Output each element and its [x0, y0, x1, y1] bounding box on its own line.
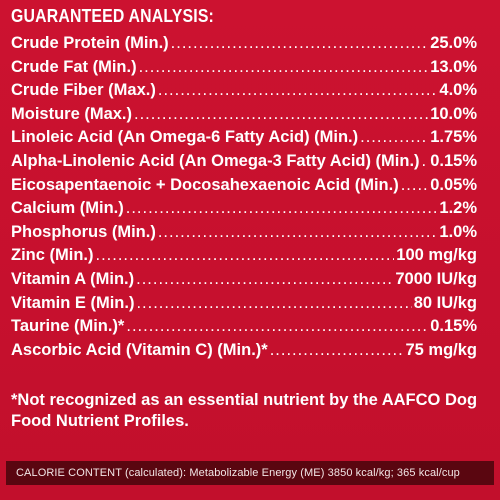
nutrient-label: Vitamin E (Min.) — [11, 293, 135, 312]
leader-dots — [126, 199, 438, 218]
analysis-row: Taurine (Min.)* 0.15% — [11, 317, 477, 341]
nutrient-value: 25.0% — [430, 34, 477, 52]
analysis-row: Vitamin E (Min.) 80 IU/kg — [11, 294, 477, 318]
nutrient-value: 80 IU/kg — [413, 293, 477, 312]
nutrient-label: Ascorbic Acid (Vitamin C) (Min.)* — [11, 340, 268, 359]
nutrient-label: Linoleic Acid (An Omega-6 Fatty Acid) (M… — [11, 128, 359, 147]
leader-dots — [136, 270, 393, 289]
analysis-row: Zinc (Min.) 100 mg/kg — [11, 246, 477, 270]
leader-dots — [401, 176, 429, 195]
calorie-content-text: CALORIE CONTENT (calculated): Metaboliza… — [16, 467, 460, 479]
leader-dots — [422, 152, 429, 171]
leader-dots — [136, 294, 411, 313]
nutrient-label: Crude Fat (Min.) — [11, 57, 137, 76]
nutrient-label: Eicosapentaenoic + Docosahexaenoic Acid … — [11, 175, 399, 194]
leader-dots — [134, 105, 428, 124]
leader-dots — [158, 223, 438, 242]
nutrient-value: 0.15% — [430, 317, 477, 336]
panel-title: GUARANTEED ANALYSIS: — [11, 6, 215, 26]
analysis-row: Vitamin A (Min.) 7000 IU/kg — [11, 270, 477, 294]
leader-dots — [360, 128, 428, 147]
nutrient-label: Crude Fiber (Max.) — [11, 81, 156, 100]
nutrient-value: 4.0% — [439, 81, 477, 100]
nutrient-label: Vitamin A (Min.) — [11, 269, 135, 288]
nutrient-value: 10.0% — [430, 104, 477, 123]
nutrient-value: 1.0% — [439, 222, 477, 241]
nutrient-label: Taurine (Min.)* — [11, 317, 125, 336]
calorie-content-bar: CALORIE CONTENT (calculated): Metaboliza… — [6, 461, 494, 485]
leader-dots — [126, 317, 428, 336]
analysis-row: Eicosapentaenoic + Docosahexaenoic Acid … — [11, 176, 477, 200]
analysis-row: Moisture (Max.) 10.0% — [11, 105, 477, 129]
analysis-row: Crude Fiber (Max.) 4.0% — [11, 81, 477, 105]
nutrient-value: 7000 IU/kg — [395, 269, 477, 288]
nutrient-value: 100 mg/kg — [396, 246, 477, 265]
analysis-row: Crude Fat (Min.) 13.0% — [11, 58, 477, 82]
leader-dots — [95, 246, 394, 265]
nutrient-label: Moisture (Max.) — [11, 104, 133, 123]
nutrient-value: 0.15% — [430, 151, 477, 170]
nutrient-label: Phosphorus (Min.) — [11, 222, 156, 241]
analysis-row: Phosphorus (Min.) 1.0% — [11, 223, 477, 247]
nutrient-label: Zinc (Min.) — [11, 246, 94, 265]
nutrient-value: 1.75% — [430, 128, 477, 147]
nutrient-value: 1.2% — [439, 199, 477, 218]
nutrient-label: Crude Protein (Min.) — [11, 34, 169, 52]
analysis-row: Linoleic Acid (An Omega-6 Fatty Acid) (M… — [11, 128, 477, 152]
leader-dots — [171, 34, 429, 53]
aafco-footnote: *Not recognized as an essential nutrient… — [11, 391, 478, 430]
analysis-row: Crude Protein (Min.) 25.0% — [11, 34, 477, 58]
nutrient-value: 13.0% — [430, 57, 477, 76]
analysis-table: Crude Protein (Min.) 25.0% Crude Fat (Mi… — [11, 34, 477, 364]
leader-dots — [270, 341, 404, 360]
nutrient-label: Calcium (Min.) — [11, 199, 124, 218]
analysis-row: Calcium (Min.) 1.2% — [11, 199, 477, 223]
nutrient-value: 75 mg/kg — [405, 340, 477, 359]
leader-dots — [158, 81, 438, 100]
analysis-row: Ascorbic Acid (Vitamin C) (Min.)* 75 mg/… — [11, 341, 477, 365]
nutrient-value: 0.05% — [430, 175, 477, 194]
leader-dots — [139, 58, 429, 77]
bottom-strip — [0, 485, 500, 500]
nutrient-label: Alpha-Linolenic Acid (An Omega-3 Fatty A… — [11, 151, 420, 170]
analysis-row: Alpha-Linolenic Acid (An Omega-3 Fatty A… — [11, 152, 477, 176]
